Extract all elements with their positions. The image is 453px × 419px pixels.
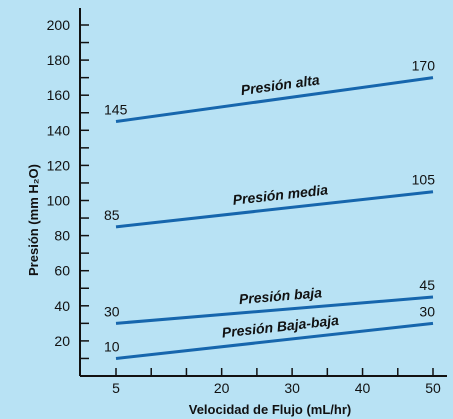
x-tick-label: 50 xyxy=(425,380,441,396)
series-line xyxy=(115,190,434,229)
y-tick-label: 80 xyxy=(54,228,70,244)
data-label-end: 30 xyxy=(419,303,435,319)
y-tick-label: 120 xyxy=(47,157,71,173)
y-tick-label: 100 xyxy=(47,193,71,209)
x-tick-label: 20 xyxy=(214,380,230,396)
data-label-start: 145 xyxy=(104,102,128,118)
data-label-start: 10 xyxy=(104,338,120,354)
y-tick-label: 160 xyxy=(47,87,71,103)
series-line xyxy=(115,295,434,325)
x-tick-label: 30 xyxy=(284,380,300,396)
y-axis-title: Presión (mm H₂O) xyxy=(26,164,41,276)
x-tick-label: 40 xyxy=(355,380,371,396)
series-name-label: Presión baja xyxy=(238,284,323,307)
series-line xyxy=(115,321,434,360)
y-tick-label: 40 xyxy=(54,298,70,314)
axes: 20 40 60 80 100 120 140 160 180 200 5 20 30 40 50 xyxy=(47,8,447,396)
data-label-start: 30 xyxy=(104,303,120,319)
y-tick-label: 60 xyxy=(54,263,70,279)
data-label-end: 45 xyxy=(419,277,435,293)
series-3: 30 45 Presión baja xyxy=(104,277,435,325)
series-line xyxy=(115,76,434,124)
y-tick-label: 200 xyxy=(47,17,71,33)
y-tick-label: 140 xyxy=(47,122,71,138)
data-label-end: 170 xyxy=(412,58,436,74)
y-tick-label: 180 xyxy=(47,52,71,68)
x-tick-label: 5 xyxy=(112,380,120,396)
data-label-start: 85 xyxy=(104,207,120,223)
y-tick-label: 20 xyxy=(54,333,70,349)
data-label-end: 105 xyxy=(412,172,436,188)
x-axis-title: Velocidad de Flujo (mL/hr) xyxy=(189,402,352,417)
